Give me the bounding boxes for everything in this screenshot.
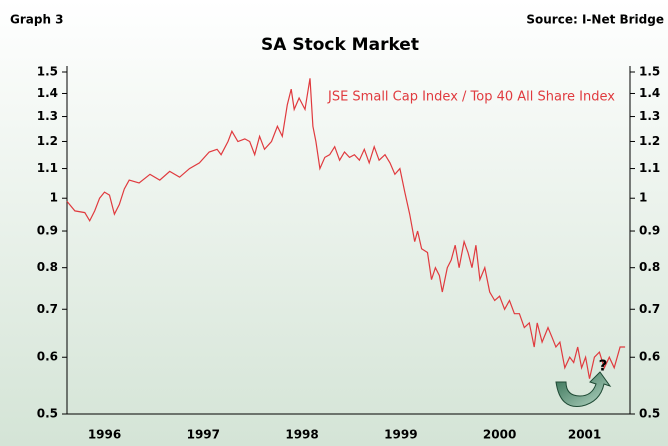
y2-tick-label: 0.9 [639, 224, 660, 238]
y2-tick-label: 0.5 [639, 407, 660, 421]
x-tick-label: 1999 [384, 428, 417, 442]
y-tick-label: 1.5 [37, 65, 58, 79]
x-tick-label: 1998 [285, 428, 318, 442]
y-tick-label: 0.7 [37, 302, 58, 316]
graph-label: Graph 3 [10, 13, 64, 27]
y2-tick-label: 0.6 [639, 350, 660, 364]
curved-arrow [555, 371, 612, 407]
x-tick-label: 2001 [568, 428, 601, 442]
y-tick-label: 0.5 [37, 407, 58, 421]
x-tick-label: 1996 [88, 428, 121, 442]
y2-tick-label: 1.3 [639, 109, 660, 123]
y2-tick-label: 1.5 [639, 65, 660, 79]
x-tick-label: 2000 [483, 428, 516, 442]
y2-tick-label: 1.2 [639, 134, 660, 148]
y2-tick-label: 1 [639, 191, 647, 205]
y-tick-label: 1 [50, 191, 58, 205]
x-tick-label: 1997 [187, 428, 220, 442]
y2-tick-label: 1.1 [639, 161, 660, 175]
source: Source: I-Net Bridge [526, 13, 664, 27]
annotation: ? [599, 357, 608, 375]
y2-tick-label: 0.8 [639, 260, 660, 274]
y2-tick-label: 1.4 [639, 86, 660, 100]
y-tick-label: 0.6 [37, 350, 58, 364]
y2-tick-label: 0.7 [639, 302, 660, 316]
y-tick-label: 1.4 [37, 86, 58, 100]
y-tick-label: 0.9 [37, 224, 58, 238]
chart-title: SA Stock Market [261, 35, 419, 55]
y-tick-label: 0.8 [37, 260, 58, 274]
y-tick-label: 1.2 [37, 134, 58, 148]
y-tick-label: 1.1 [37, 161, 58, 175]
y-tick-label: 1.3 [37, 109, 58, 123]
series-line [66, 78, 626, 379]
legend-label: JSE Small Cap Index / Top 40 All Share I… [327, 90, 615, 105]
